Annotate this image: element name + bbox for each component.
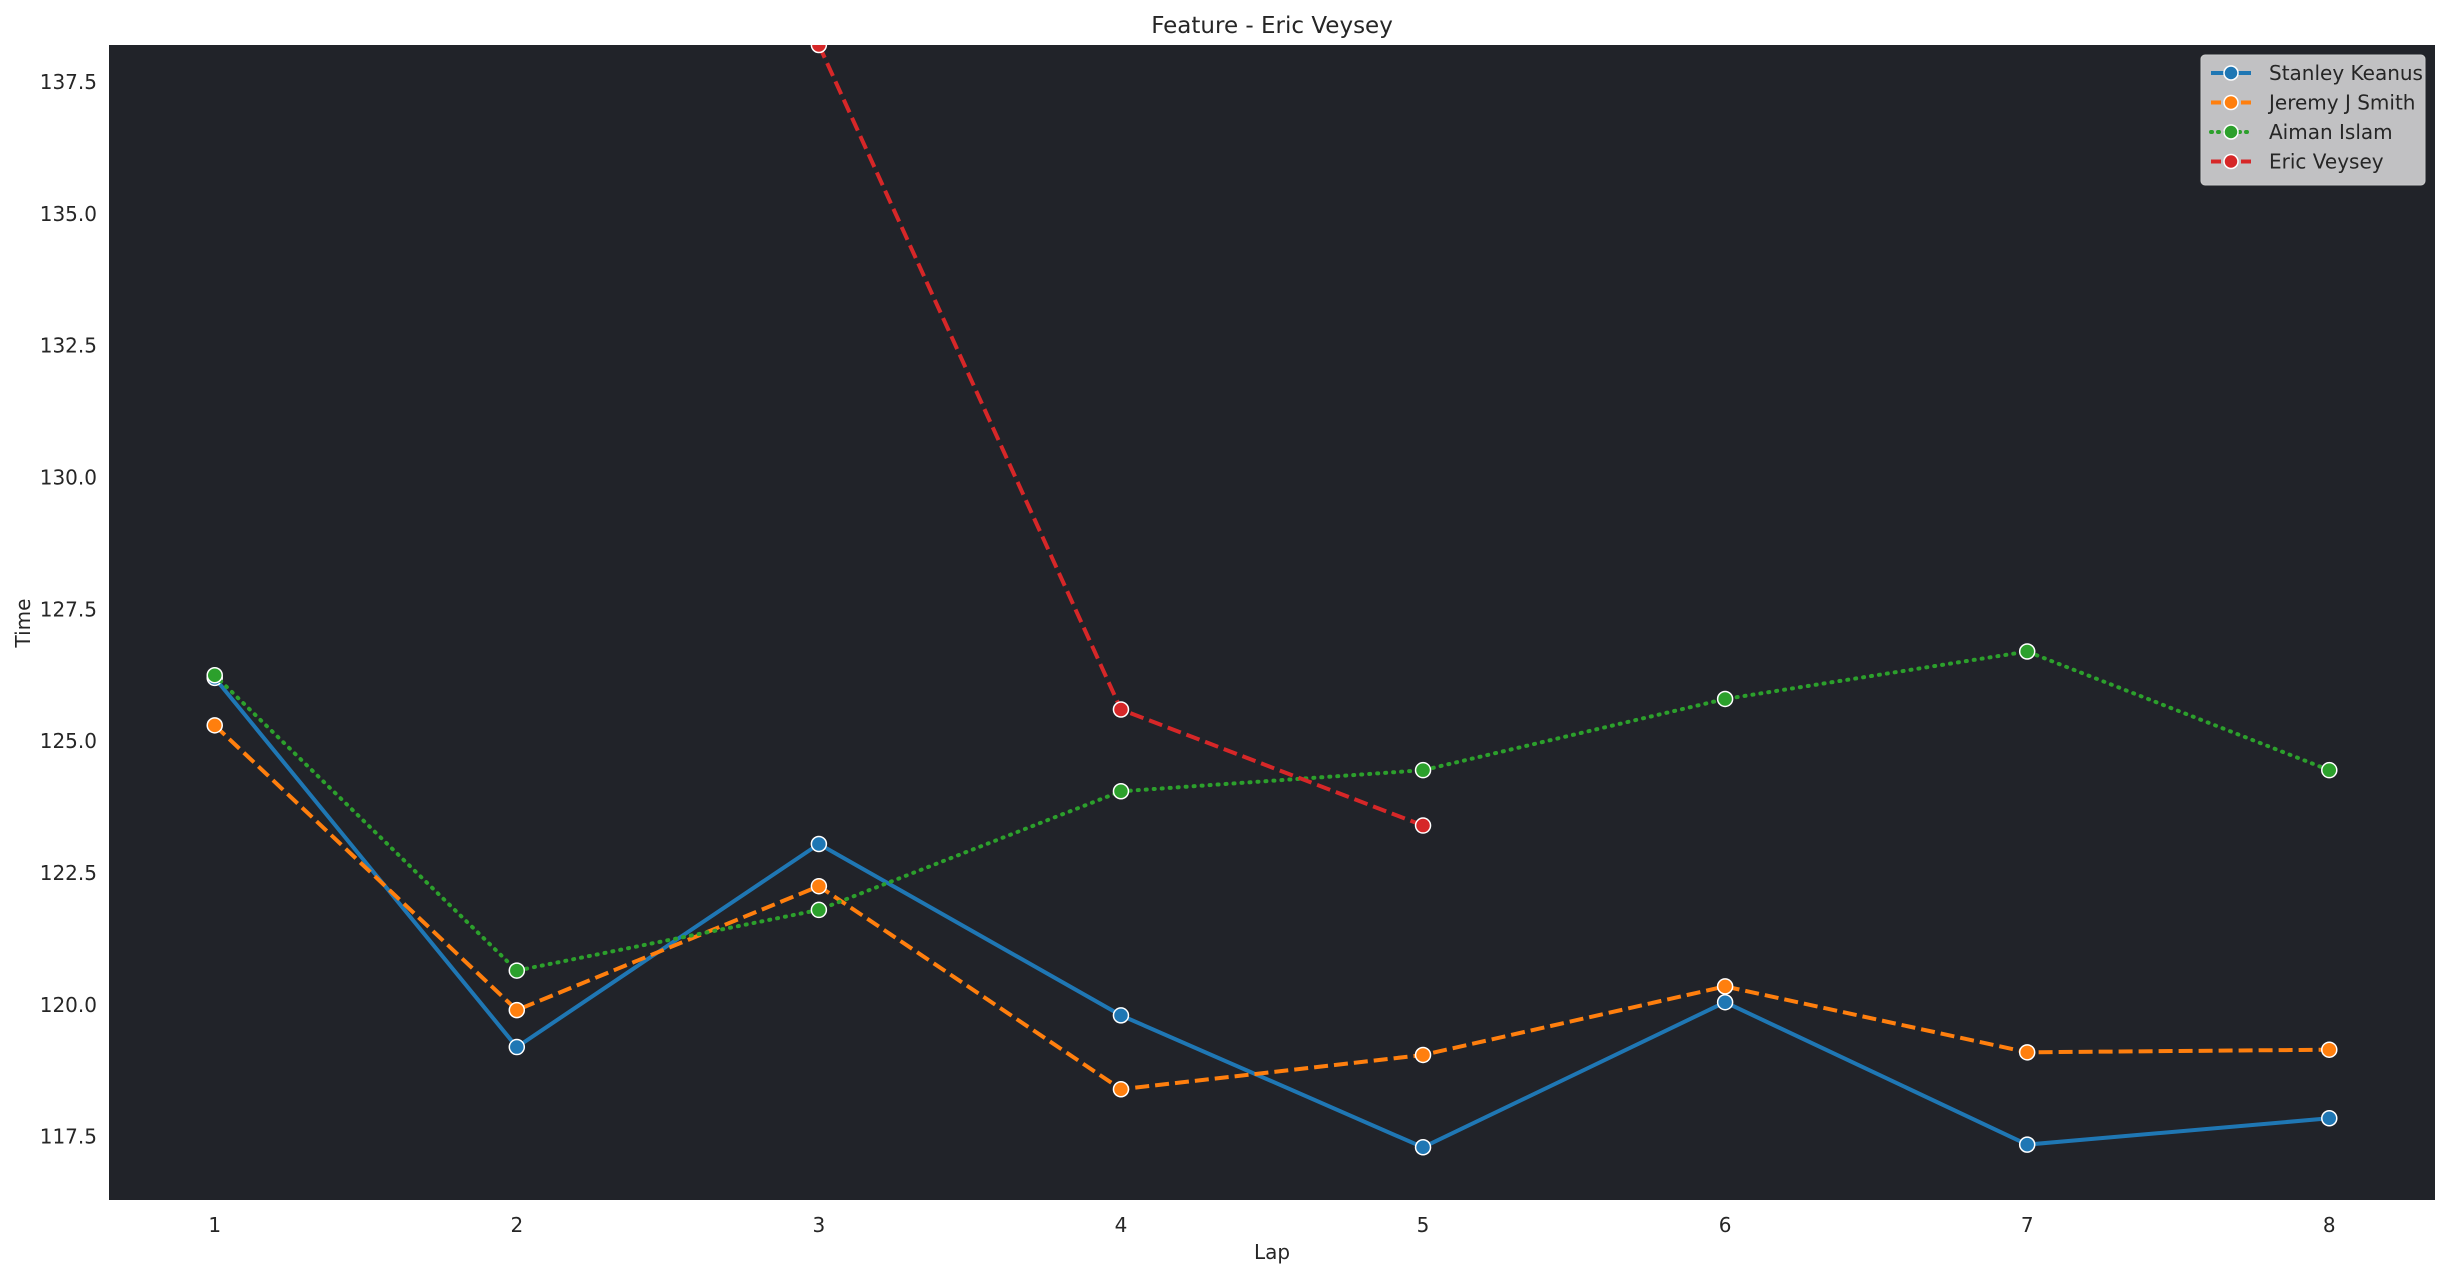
y-tick-label: 130.0 <box>40 465 97 489</box>
y-tick-label: 132.5 <box>40 334 97 358</box>
legend-label: Stanley Keanus <box>2269 61 2423 85</box>
legend-marker <box>2223 153 2239 170</box>
legend-label: Aiman Islam <box>2269 120 2393 144</box>
data-point <box>1716 978 1734 995</box>
x-axis-label: Lap <box>1254 1240 1290 1264</box>
data-point <box>810 835 828 853</box>
data-point <box>1414 817 1432 834</box>
data-point <box>508 962 526 979</box>
y-tick-label: 125.0 <box>40 729 97 753</box>
data-point <box>2018 1136 2036 1153</box>
series-jeremy-j-smith <box>206 717 2338 1098</box>
x-tick-label: 3 <box>813 1213 826 1237</box>
legend-label: Eric Veysey <box>2269 150 2384 174</box>
data-point <box>508 1001 526 1019</box>
chart-title: Feature - Eric Veysey <box>1151 13 1393 39</box>
data-point <box>1112 1007 1130 1024</box>
legend-entry-stanley-keanus: Stanley Keanus <box>2211 61 2423 85</box>
y-tick-label: 122.5 <box>40 861 97 885</box>
data-point <box>2018 1044 2036 1061</box>
data-point <box>206 717 223 734</box>
x-tick-label: 7 <box>2021 1213 2034 1237</box>
series-line-stanley-keanus <box>212 675 2332 1150</box>
data-point <box>1414 761 1432 779</box>
series-line-aiman-islam <box>212 649 2332 973</box>
y-tick-label: 137.5 <box>40 70 97 94</box>
data-point <box>810 45 828 54</box>
data-point <box>1112 1080 1130 1098</box>
legend: Stanley Keanus Jeremy J Smith Aiman Islam E… <box>2200 54 2426 186</box>
y-tick-label: 127.5 <box>40 597 97 621</box>
data-point <box>1112 783 1130 800</box>
x-tick-label: 1 <box>208 1213 221 1237</box>
data-point <box>1414 1046 1432 1064</box>
series-line-jeremy-j-smith <box>213 723 2330 1092</box>
x-tick-label: 2 <box>510 1213 523 1237</box>
y-tick-label: 117.5 <box>40 1125 97 1149</box>
legend-frame <box>2200 54 2426 186</box>
data-point <box>2321 761 2338 779</box>
data-point <box>810 877 828 895</box>
data-point <box>1414 1139 1432 1156</box>
legend-entry-aiman-islam: Aiman Islam <box>2209 120 2393 144</box>
x-tick-label: 5 <box>1417 1213 1430 1237</box>
data-point <box>2321 1041 2338 1058</box>
data-point <box>508 1038 526 1056</box>
x-tick-label: 8 <box>2323 1213 2336 1237</box>
y-axis-label: Time <box>11 599 35 649</box>
legend-entry-jeremy-j-smith: Jeremy J Smith <box>2211 91 2415 115</box>
data-point <box>1112 701 1130 718</box>
legend-label: Jeremy J Smith <box>2267 91 2415 115</box>
y-tick-label: 135.0 <box>40 202 97 226</box>
series-eric-veysey <box>810 45 1432 834</box>
y-axis-ticks: 117.5 120.0 122.5 125.0 127.5 130.0 132.5 135.0… <box>40 70 97 1149</box>
series-aiman-islam <box>206 643 2338 979</box>
legend-marker <box>2223 65 2239 81</box>
x-tick-label: 6 <box>1719 1213 1732 1237</box>
legend-marker <box>2223 94 2239 111</box>
data-point <box>1716 690 1734 708</box>
legend-marker <box>2223 124 2239 140</box>
series-layer <box>206 45 2338 1156</box>
data-point <box>2018 643 2036 660</box>
data-point <box>2321 1110 2338 1127</box>
x-axis-ticks: 1 2 3 4 5 6 7 8 <box>208 1213 2335 1237</box>
legend-entry-eric-veysey: Eric Veysey <box>2211 150 2384 174</box>
data-point <box>1716 993 1734 1011</box>
x-tick-label: 4 <box>1115 1213 1128 1237</box>
data-point <box>206 666 223 684</box>
data-point <box>810 901 828 919</box>
plot-area <box>109 45 2435 1200</box>
y-tick-label: 120.0 <box>40 993 97 1017</box>
